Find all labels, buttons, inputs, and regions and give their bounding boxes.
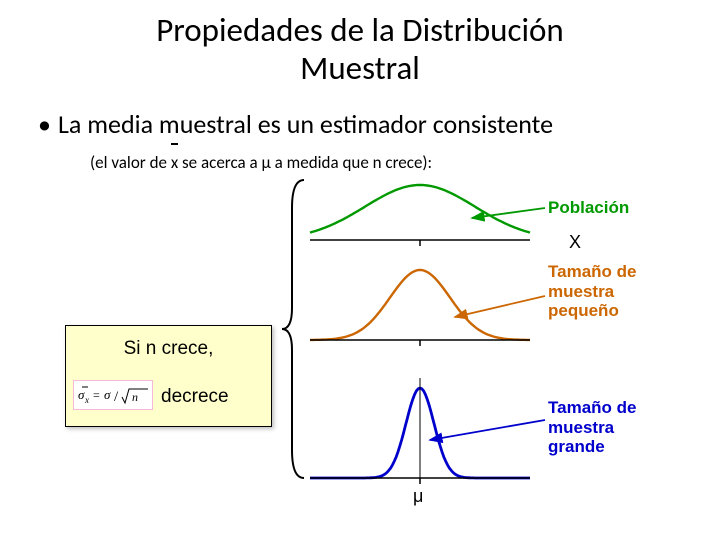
arrow-grande bbox=[430, 420, 545, 440]
formula-svg: sigma_xbar = sigma / sqrt(n) σ x = σ / n bbox=[74, 381, 152, 409]
box-line2: decrece bbox=[161, 386, 229, 408]
svg-text:σ: σ bbox=[104, 387, 111, 402]
box-line1: Si n crece, bbox=[66, 338, 271, 360]
svg-text:/: / bbox=[114, 389, 119, 405]
if-n-grows-box: Si n crece, decrece bbox=[65, 325, 272, 427]
formula-box: sigma_xbar = sigma / sqrt(n) σ x = σ / n bbox=[73, 380, 153, 410]
arrow-peq bbox=[455, 296, 545, 317]
svg-text:=: = bbox=[93, 388, 100, 402]
svg-text:x: x bbox=[84, 395, 89, 405]
svg-text:n: n bbox=[132, 390, 138, 404]
svg-text:σ: σ bbox=[78, 387, 85, 402]
arrow-poblacion bbox=[472, 208, 545, 218]
arrows-svg bbox=[0, 0, 720, 540]
